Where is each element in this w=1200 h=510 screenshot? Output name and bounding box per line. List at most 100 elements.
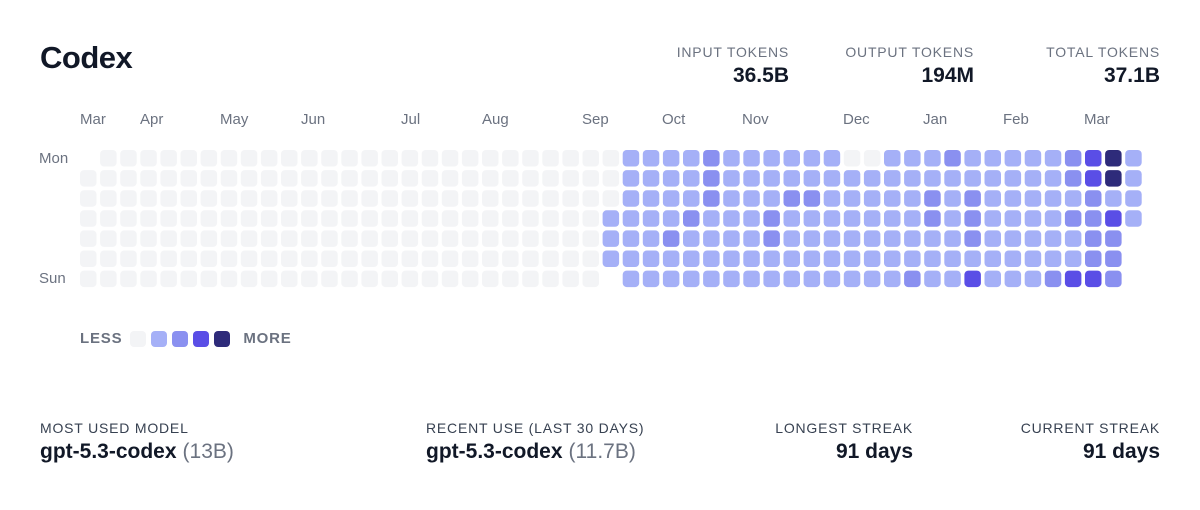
heatmap-cell[interactable]: [743, 170, 760, 187]
heatmap-cell[interactable]: [120, 210, 137, 227]
heatmap-cell[interactable]: [602, 210, 620, 227]
heatmap-cell[interactable]: [843, 230, 861, 247]
heatmap-cell[interactable]: [642, 230, 660, 247]
heatmap-cell[interactable]: [361, 230, 378, 247]
heatmap-cell[interactable]: [461, 150, 479, 167]
heatmap-cell[interactable]: [683, 230, 700, 247]
heatmap-cell[interactable]: [803, 270, 821, 288]
heatmap-cell[interactable]: [281, 190, 298, 207]
heatmap-cell[interactable]: [301, 230, 318, 247]
heatmap-cell[interactable]: [743, 270, 760, 288]
heatmap-cell[interactable]: [421, 150, 439, 167]
heatmap-cell[interactable]: [984, 170, 1002, 187]
heatmap-cell[interactable]: [260, 250, 278, 268]
heatmap-cell[interactable]: [863, 210, 881, 227]
heatmap-cell[interactable]: [863, 170, 881, 187]
heatmap-cell[interactable]: [662, 270, 680, 288]
heatmap-cell[interactable]: [240, 170, 258, 187]
heatmap-cell[interactable]: [843, 250, 861, 268]
heatmap-cell[interactable]: [703, 210, 720, 227]
heatmap-cell[interactable]: [260, 170, 278, 187]
heatmap-cell[interactable]: [1064, 250, 1082, 268]
heatmap-cell[interactable]: [100, 230, 117, 247]
heatmap-cell[interactable]: [1105, 210, 1122, 227]
heatmap-cell[interactable]: [180, 170, 198, 187]
heatmap-cell[interactable]: [461, 190, 479, 207]
heatmap-cell[interactable]: [723, 190, 740, 207]
heatmap-cell[interactable]: [260, 150, 278, 167]
heatmap-cell[interactable]: [1004, 170, 1022, 187]
heatmap-cell[interactable]: [240, 210, 258, 227]
heatmap-cell[interactable]: [602, 170, 620, 187]
heatmap-cell[interactable]: [622, 250, 640, 268]
heatmap-cell[interactable]: [522, 150, 539, 167]
heatmap-cell[interactable]: [80, 170, 97, 187]
heatmap-cell[interactable]: [80, 210, 97, 227]
heatmap-cell[interactable]: [884, 210, 901, 227]
heatmap-cell[interactable]: [1044, 170, 1062, 187]
heatmap-cell[interactable]: [1004, 230, 1022, 247]
heatmap-cell[interactable]: [763, 150, 780, 167]
heatmap-cell[interactable]: [1105, 190, 1122, 207]
heatmap-cell[interactable]: [863, 230, 881, 247]
heatmap-cell[interactable]: [200, 250, 218, 268]
heatmap-cell[interactable]: [562, 210, 579, 227]
heatmap-cell[interactable]: [662, 250, 680, 268]
heatmap-cell[interactable]: [341, 190, 358, 207]
heatmap-cell[interactable]: [884, 170, 901, 187]
heatmap-cell[interactable]: [361, 150, 378, 167]
heatmap-cell[interactable]: [200, 270, 218, 288]
heatmap-cell[interactable]: [361, 190, 378, 207]
heatmap-cell[interactable]: [321, 170, 338, 187]
heatmap-cell[interactable]: [904, 150, 921, 167]
heatmap-cell[interactable]: [984, 250, 1002, 268]
heatmap-cell[interactable]: [723, 150, 740, 167]
heatmap-cell[interactable]: [301, 170, 318, 187]
heatmap-cell[interactable]: [582, 170, 600, 187]
heatmap-cell[interactable]: [100, 270, 117, 288]
heatmap-cell[interactable]: [1125, 190, 1142, 207]
heatmap-cell[interactable]: [381, 150, 399, 167]
heatmap-cell[interactable]: [381, 230, 399, 247]
heatmap-cell[interactable]: [1105, 230, 1122, 247]
heatmap-cell[interactable]: [783, 150, 801, 167]
heatmap-cell[interactable]: [602, 150, 620, 167]
heatmap-cell[interactable]: [783, 210, 801, 227]
heatmap-cell[interactable]: [502, 190, 519, 207]
heatmap-cell[interactable]: [642, 170, 660, 187]
heatmap-cell[interactable]: [863, 250, 881, 268]
heatmap-cell[interactable]: [1024, 210, 1042, 227]
heatmap-cell[interactable]: [542, 250, 559, 268]
heatmap-cell[interactable]: [783, 190, 801, 207]
heatmap-cell[interactable]: [843, 270, 861, 288]
heatmap-cell[interactable]: [502, 250, 519, 268]
heatmap-cell[interactable]: [401, 210, 419, 227]
heatmap-cell[interactable]: [904, 250, 921, 268]
heatmap-cell[interactable]: [642, 210, 660, 227]
heatmap-cell[interactable]: [924, 150, 941, 167]
heatmap-cell[interactable]: [843, 170, 861, 187]
heatmap-cell[interactable]: [582, 230, 600, 247]
heatmap-cell[interactable]: [461, 210, 479, 227]
heatmap-cell[interactable]: [1044, 190, 1062, 207]
heatmap-cell[interactable]: [803, 170, 821, 187]
heatmap-cell[interactable]: [80, 270, 97, 288]
heatmap-cell[interactable]: [924, 170, 941, 187]
heatmap-cell[interactable]: [884, 190, 901, 207]
heatmap-cell[interactable]: [522, 270, 539, 288]
heatmap-cell[interactable]: [703, 190, 720, 207]
heatmap-cell[interactable]: [823, 210, 841, 227]
heatmap-cell[interactable]: [461, 230, 479, 247]
heatmap-cell[interactable]: [220, 150, 238, 167]
heatmap-cell[interactable]: [1064, 210, 1082, 227]
heatmap-cell[interactable]: [562, 150, 579, 167]
heatmap-cell[interactable]: [683, 210, 700, 227]
heatmap-cell[interactable]: [361, 250, 378, 268]
heatmap-cell[interactable]: [863, 190, 881, 207]
heatmap-cell[interactable]: [944, 230, 961, 247]
heatmap-cell[interactable]: [884, 230, 901, 247]
heatmap-cell[interactable]: [502, 230, 519, 247]
heatmap-cell[interactable]: [180, 270, 198, 288]
heatmap-cell[interactable]: [924, 270, 941, 288]
heatmap-cell[interactable]: [381, 270, 399, 288]
